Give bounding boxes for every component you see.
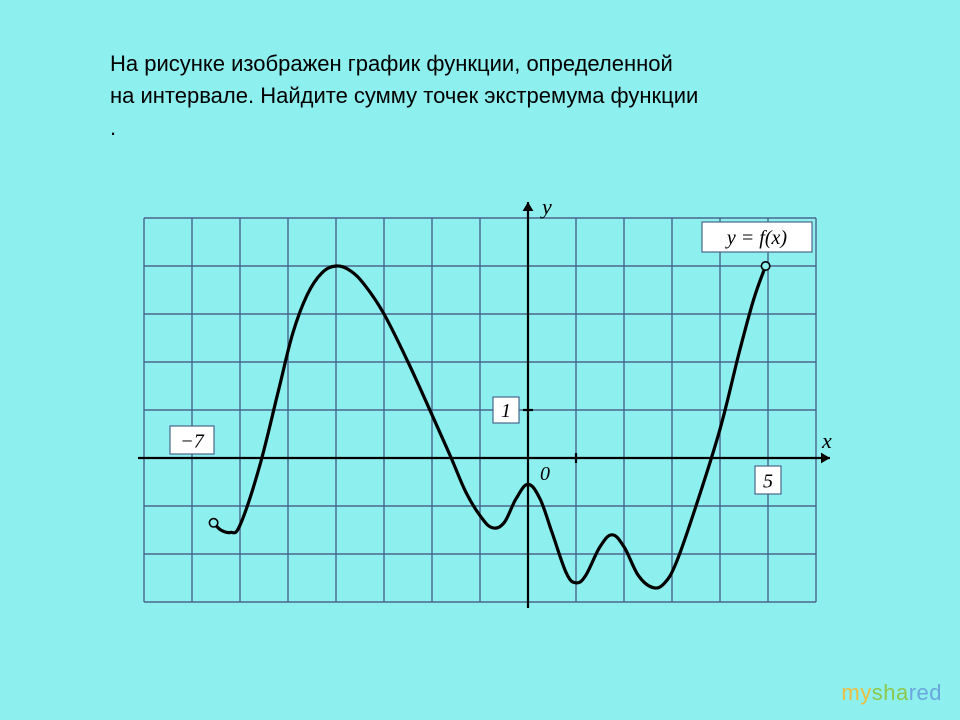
svg-text:y: y — [540, 194, 552, 219]
watermark-part3: red — [909, 680, 942, 705]
problem-text: На рисунке изображен график функции, опр… — [110, 48, 850, 144]
problem-line3: . — [110, 115, 116, 140]
problem-line2b: . Найдите сумму точек экстремума функции — [248, 83, 698, 108]
chart-container: y x 1 0 −7 5 y = f(x) — [110, 180, 850, 640]
watermark-part2: sha — [872, 680, 909, 705]
page-root: На рисунке изображен график функции, опр… — [0, 0, 960, 720]
svg-text:5: 5 — [763, 471, 773, 493]
svg-text:−7: −7 — [180, 431, 204, 453]
problem-line1a: На рисунке изображен график функции — [110, 51, 514, 76]
problem-line2a: на интервале — [110, 83, 248, 108]
svg-text:y = f(x): y = f(x) — [725, 227, 787, 249]
watermark-part1: my — [841, 680, 871, 705]
function-chart: y x 1 0 −7 5 y = f(x) — [110, 180, 850, 640]
problem-line1b: , определенной — [514, 51, 673, 76]
svg-text:0: 0 — [540, 463, 550, 485]
svg-text:x: x — [821, 428, 832, 453]
watermark: myshared — [841, 680, 942, 706]
svg-text:1: 1 — [501, 400, 511, 422]
